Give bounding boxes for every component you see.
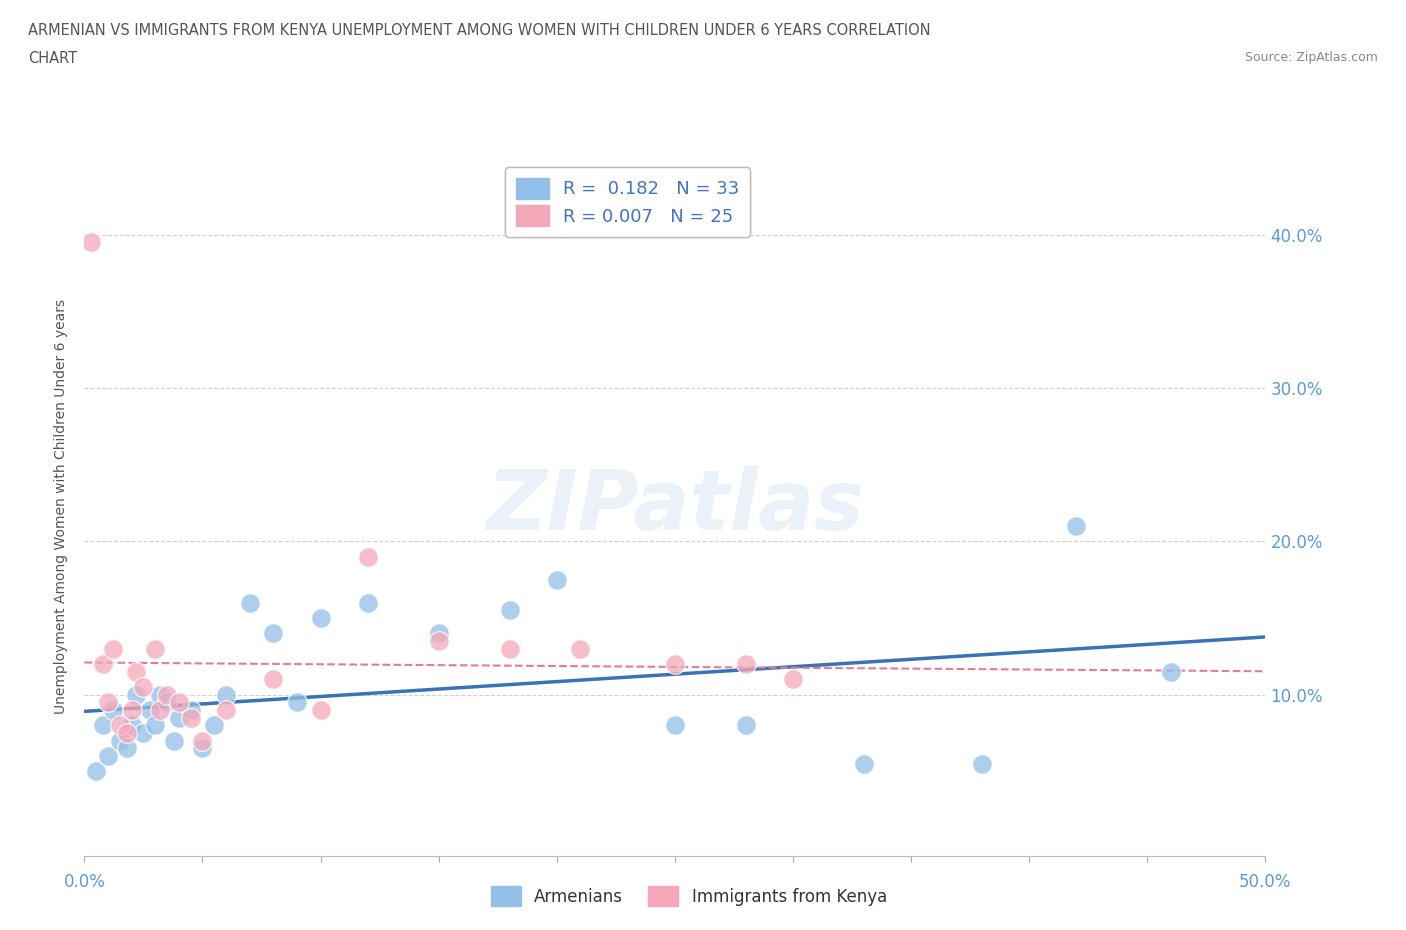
Point	[1160, 664, 1182, 679]
Point	[143, 641, 166, 656]
Point	[132, 680, 155, 695]
Point	[427, 633, 450, 648]
Point	[498, 603, 520, 618]
Point	[970, 756, 993, 771]
Point	[180, 711, 202, 725]
Point	[163, 733, 186, 748]
Point	[191, 733, 214, 748]
Point	[191, 741, 214, 756]
Point	[664, 718, 686, 733]
Point	[215, 687, 238, 702]
Point	[80, 235, 103, 250]
Text: CHART: CHART	[28, 51, 77, 66]
Point	[357, 550, 380, 565]
Point	[143, 718, 166, 733]
Point	[91, 657, 114, 671]
Point	[215, 702, 238, 717]
Point	[125, 687, 148, 702]
Point	[167, 695, 190, 710]
Point	[101, 702, 124, 717]
Point	[115, 725, 138, 740]
Point	[262, 626, 284, 641]
Point	[167, 711, 190, 725]
Point	[569, 641, 592, 656]
Point	[97, 695, 120, 710]
Point	[125, 664, 148, 679]
Point	[357, 595, 380, 610]
Point	[664, 657, 686, 671]
Text: ARMENIAN VS IMMIGRANTS FROM KENYA UNEMPLOYMENT AMONG WOMEN WITH CHILDREN UNDER 6: ARMENIAN VS IMMIGRANTS FROM KENYA UNEMPL…	[28, 23, 931, 38]
Point	[546, 572, 568, 587]
Point	[149, 702, 172, 717]
Text: 0.0%: 0.0%	[63, 873, 105, 891]
Point	[139, 702, 162, 717]
Point	[84, 764, 107, 778]
Text: ZIPatlas: ZIPatlas	[486, 466, 863, 548]
Point	[108, 718, 131, 733]
Point	[734, 657, 756, 671]
Point	[285, 695, 308, 710]
Point	[734, 718, 756, 733]
Point	[156, 695, 179, 710]
Y-axis label: Unemployment Among Women with Children Under 6 years: Unemployment Among Women with Children U…	[55, 299, 69, 714]
Point	[132, 725, 155, 740]
Point	[156, 687, 179, 702]
Point	[91, 718, 114, 733]
Point	[239, 595, 262, 610]
Point	[262, 671, 284, 686]
Point	[115, 741, 138, 756]
Text: Source: ZipAtlas.com: Source: ZipAtlas.com	[1244, 51, 1378, 64]
Point	[309, 611, 332, 626]
Point	[202, 718, 225, 733]
Point	[97, 749, 120, 764]
Point	[121, 702, 143, 717]
Point	[309, 702, 332, 717]
Point	[852, 756, 875, 771]
Legend: Armenians, Immigrants from Kenya: Armenians, Immigrants from Kenya	[484, 880, 894, 912]
Point	[498, 641, 520, 656]
Text: 50.0%: 50.0%	[1239, 873, 1292, 891]
Point	[108, 733, 131, 748]
Legend: R =  0.182   N = 33, R = 0.007   N = 25: R = 0.182 N = 33, R = 0.007 N = 25	[505, 167, 749, 237]
Point	[1066, 519, 1088, 534]
Point	[180, 702, 202, 717]
Point	[121, 718, 143, 733]
Point	[101, 641, 124, 656]
Point	[149, 687, 172, 702]
Point	[427, 626, 450, 641]
Point	[782, 671, 804, 686]
